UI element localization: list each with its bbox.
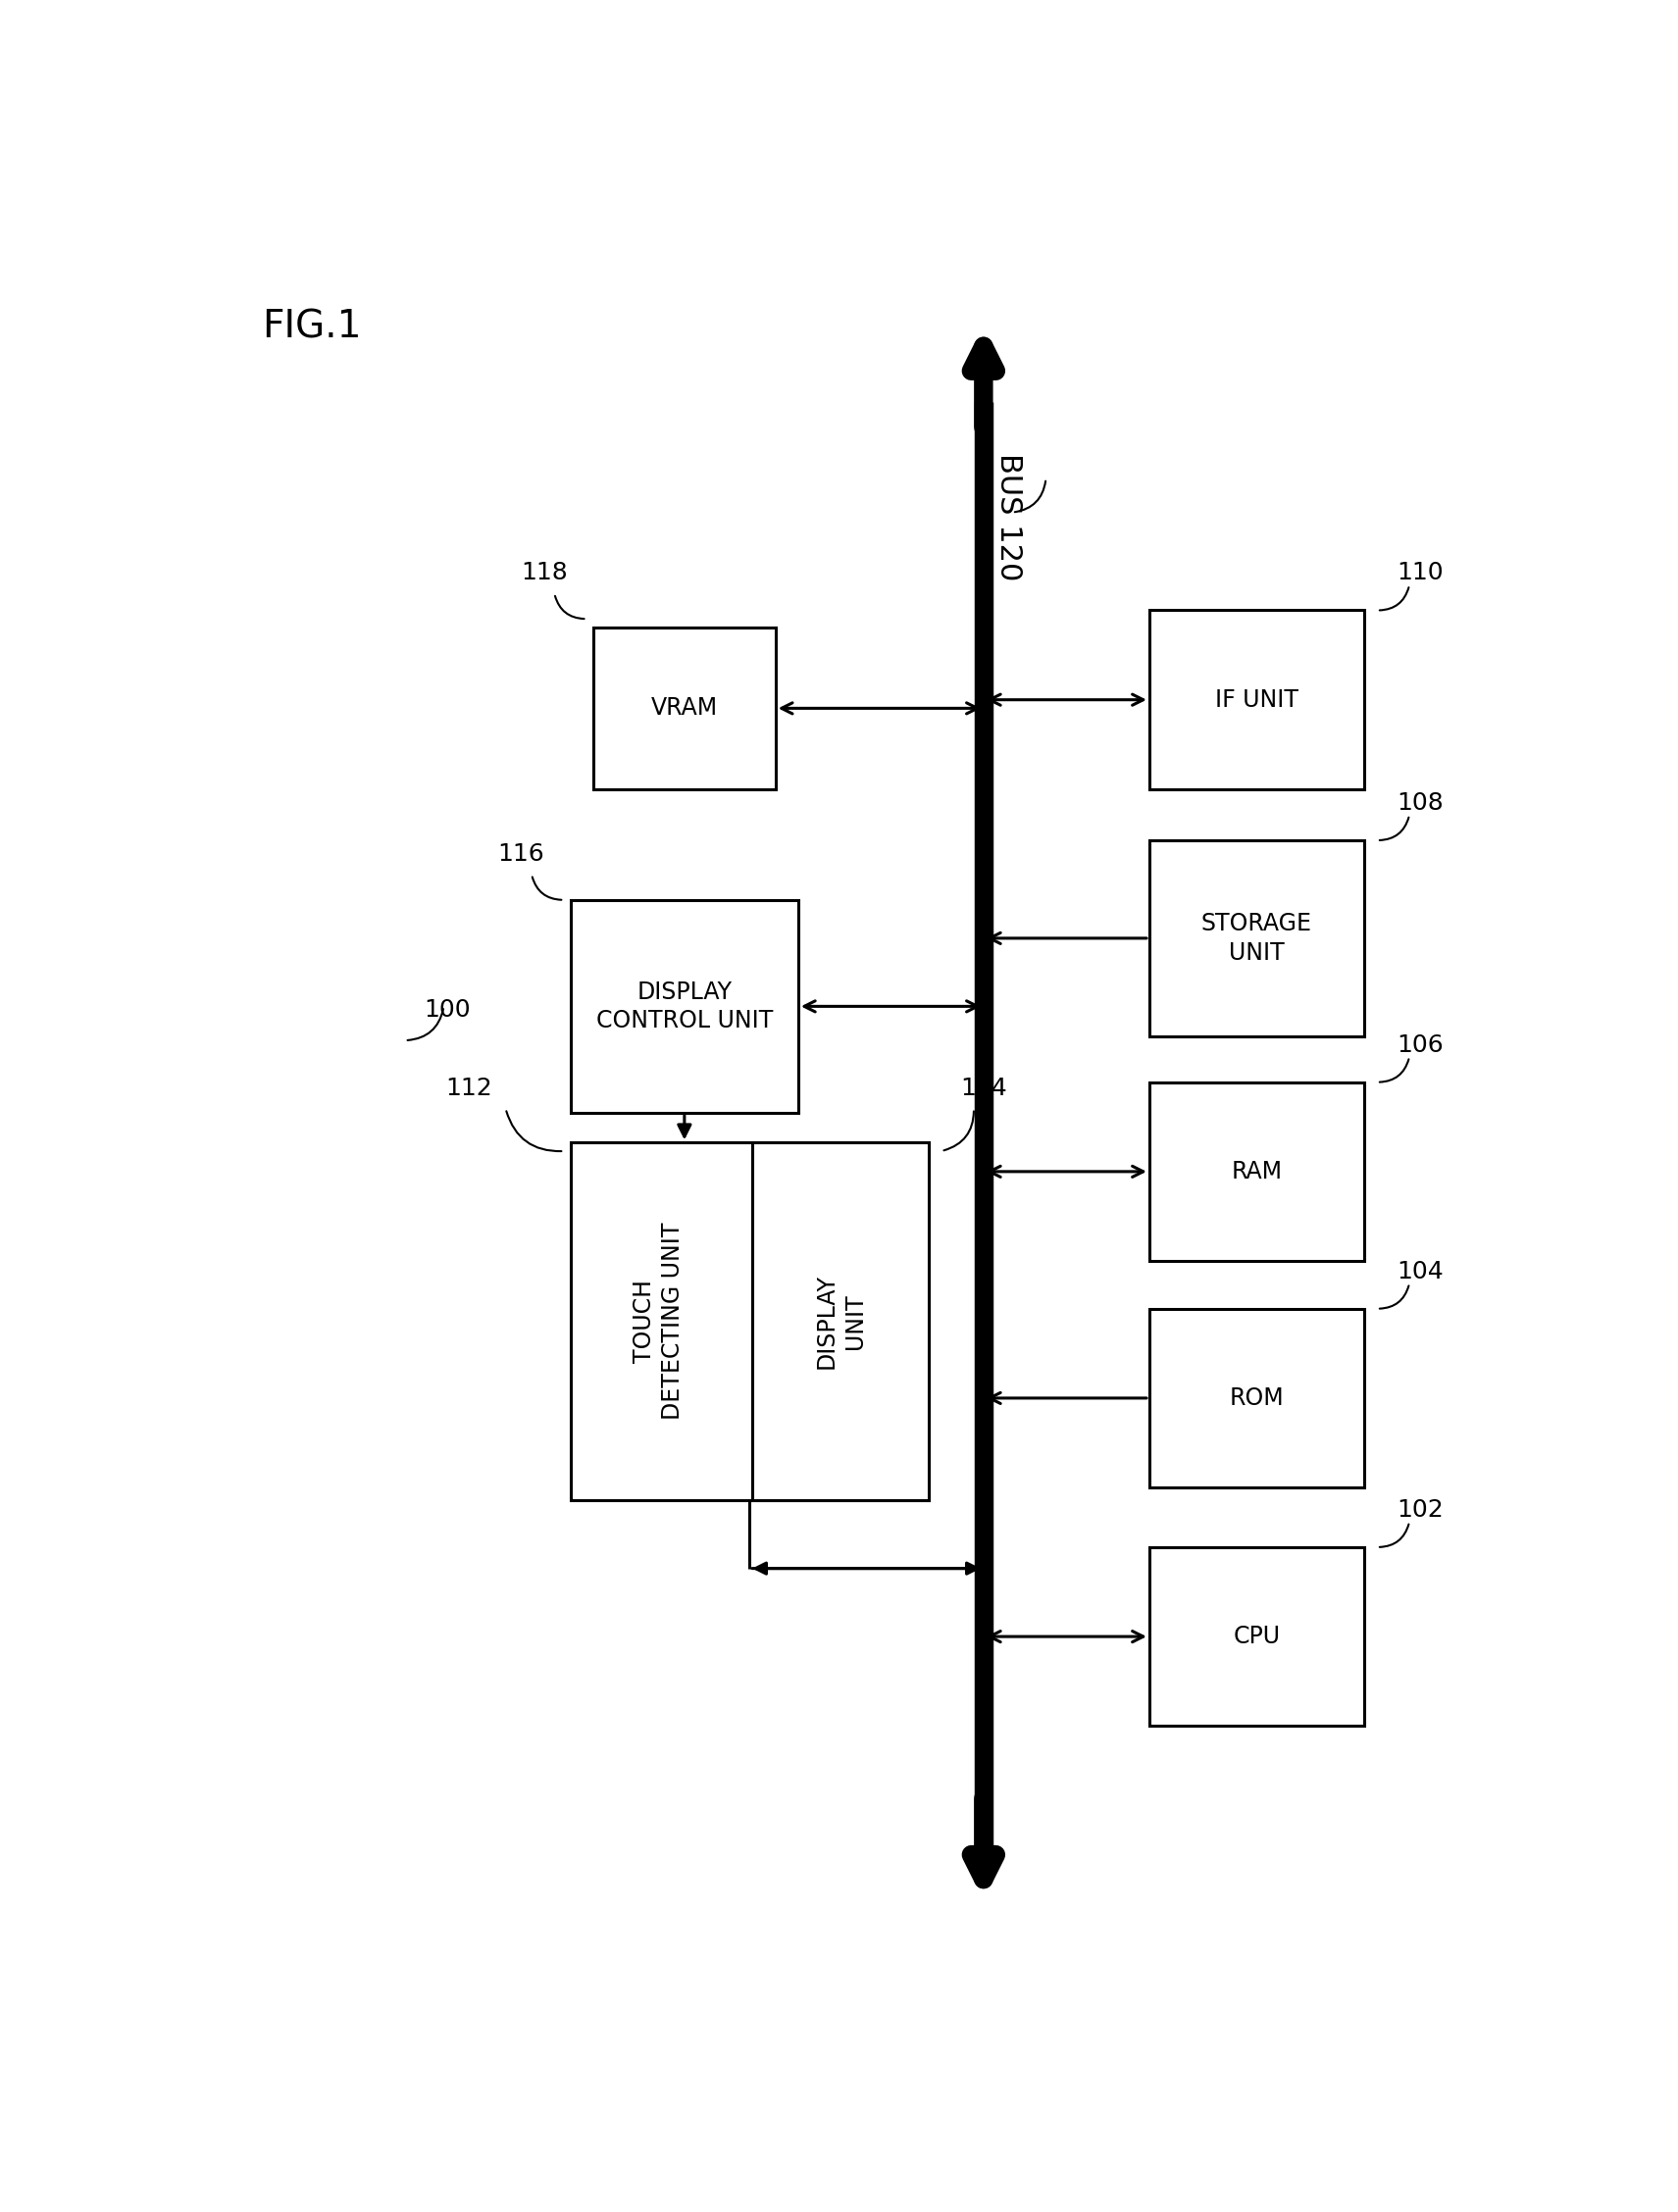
Bar <box>753 1144 928 1500</box>
Text: FIG.1: FIG.1 <box>262 307 361 345</box>
Text: 112: 112 <box>446 1077 493 1099</box>
Text: 104: 104 <box>1396 1259 1443 1283</box>
Text: IF UNIT: IF UNIT <box>1215 688 1299 712</box>
Bar <box>1149 1082 1364 1261</box>
Text: 100: 100 <box>425 998 472 1022</box>
Text: 116: 116 <box>498 843 545 865</box>
Text: VRAM: VRAM <box>651 697 718 721</box>
Bar <box>1149 1546 1364 1725</box>
Text: 108: 108 <box>1396 792 1443 814</box>
Bar <box>571 900 799 1113</box>
Text: DISPLAY
UNIT: DISPLAY UNIT <box>814 1274 868 1369</box>
Text: STORAGE
UNIT: STORAGE UNIT <box>1201 911 1312 964</box>
Text: 118: 118 <box>520 562 567 584</box>
Text: 106: 106 <box>1396 1033 1443 1057</box>
Text: TOUCH
DETECTING UNIT: TOUCH DETECTING UNIT <box>633 1223 685 1420</box>
Text: DISPLAY
CONTROL UNIT: DISPLAY CONTROL UNIT <box>596 980 774 1033</box>
Text: 110: 110 <box>1396 562 1443 584</box>
Text: BUS 120: BUS 120 <box>993 453 1022 580</box>
Bar <box>1149 611 1364 790</box>
Text: CPU: CPU <box>1233 1626 1280 1648</box>
Bar <box>594 628 775 790</box>
Text: 114: 114 <box>961 1077 1007 1099</box>
Text: RAM: RAM <box>1232 1159 1282 1183</box>
Bar <box>571 1144 928 1500</box>
Bar <box>1149 841 1364 1035</box>
Text: 102: 102 <box>1396 1498 1443 1522</box>
Bar <box>1149 1310 1364 1486</box>
Text: ROM: ROM <box>1230 1387 1284 1409</box>
